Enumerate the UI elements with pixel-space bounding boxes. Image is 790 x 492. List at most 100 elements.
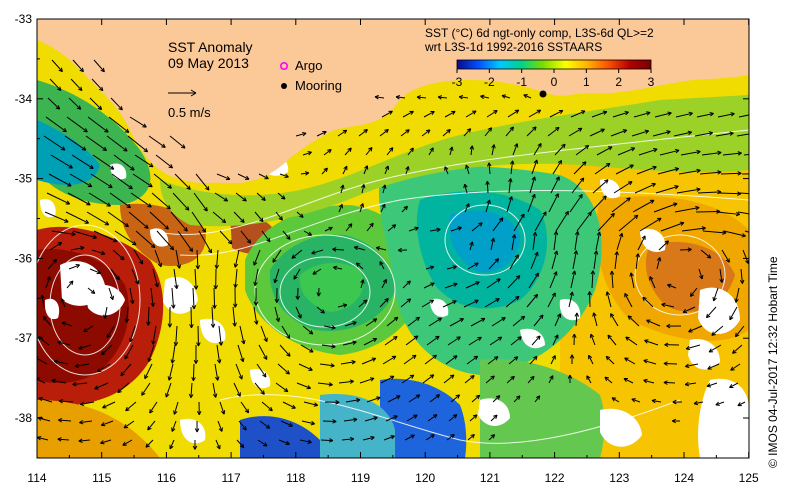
velocity-arrow [486,181,489,194]
velocity-arrow-head [150,243,156,249]
velocity-arrow [654,112,672,118]
velocity-arrow-head [687,247,692,252]
velocity-arrow [402,280,411,289]
velocity-arrow [296,211,304,218]
velocity-arrow [676,188,701,194]
velocity-arrow-head [214,264,220,269]
velocity-arrow-head [511,234,517,239]
credit-text: © IMOS 04-Jul-2017 12:32 Hobart Time [766,256,780,468]
velocity-arrow [706,382,718,387]
velocity-arrow-head [555,176,560,181]
velocity-arrow [469,241,473,251]
velocity-arrow-head [391,224,397,229]
velocity-arrow [485,199,491,213]
velocity-arrow [148,135,166,148]
velocity-arrow [129,325,136,342]
velocity-arrow-head [147,203,152,208]
velocity-arrow-head [737,402,742,407]
velocity-arrow [279,173,289,178]
velocity-arrow [464,375,475,384]
velocity-arrow-head [569,354,575,359]
velocity-arrow [735,287,740,303]
velocity-arrow [320,439,333,442]
velocity-arrow-head [236,392,241,397]
velocity-arrow-head [480,317,486,323]
velocity-arrow-head [463,183,468,189]
velocity-arrow [239,325,245,345]
velocity-arrow-head [189,324,194,329]
velocity-arrow [531,335,541,346]
velocity-arrow-head [351,359,356,365]
velocity-arrow [615,164,634,175]
velocity-arrow [593,312,598,327]
velocity-arrow [466,355,478,365]
velocity-arrow [446,434,455,441]
velocity-arrow [465,110,477,118]
velocity-arrow-head [342,303,348,308]
velocity-arrow-head [103,314,108,319]
velocity-arrow [69,173,93,188]
velocity-arrow [471,394,480,403]
velocity-arrow [384,165,389,175]
velocity-arrow-head [472,414,478,419]
velocity-arrow-head [52,258,58,264]
velocity-arrow-head [56,86,62,91]
velocity-arrow [359,203,364,213]
velocity-arrow [552,334,559,346]
velocity-arrow-head [262,442,268,447]
velocity-arrow-head [494,258,500,263]
velocity-arrow [361,357,376,365]
velocity-arrow-head [335,400,340,405]
velocity-arrow-head [83,328,88,333]
colorbar-tick-label: -1 [516,75,527,89]
velocity-arrow [275,382,289,393]
velocity-arrow [240,230,252,244]
velocity-arrow [91,249,106,255]
velocity-arrow [632,199,655,213]
velocity-arrow [316,131,327,137]
velocity-arrow-head [328,382,333,387]
velocity-arrow-head [534,272,539,278]
velocity-arrow-head [472,110,477,115]
velocity-arrow-head [150,302,156,307]
velocity-arrow-head [58,418,63,423]
colorbar-title-line1: SST (°C) 6d ngt-only comp, L3S-6d QL>=2 [425,26,654,40]
velocity-arrow-head [459,318,464,323]
velocity-arrow [552,160,562,175]
velocity-arrow [464,184,468,194]
velocity-arrow-head [53,359,59,364]
velocity-arrow [528,272,539,289]
velocity-arrow-head [60,146,66,151]
velocity-arrow-head [711,331,716,336]
velocity-arrow-head [534,251,539,257]
velocity-arrow-head [397,247,403,253]
velocity-arrow [51,230,76,235]
velocity-arrow-head [390,435,395,440]
velocity-arrow [342,165,348,175]
velocity-arrow-head [430,110,435,116]
velocity-arrow [237,173,250,180]
velocity-arrow [173,401,179,415]
velocity-arrow-head [78,438,83,444]
velocity-arrow [488,258,500,270]
velocity-arrow [459,96,469,99]
velocity-arrow [570,270,576,289]
velocity-arrow [606,291,612,308]
velocity-arrow-head [188,393,194,399]
velocity-arrow-head [262,372,267,378]
velocity-arrow-head [233,263,239,268]
velocity-arrow [470,317,486,327]
velocity-arrow-head [729,383,734,389]
velocity-arrow [194,268,197,290]
velocity-arrow [625,336,638,346]
velocity-arrow-head [76,105,82,110]
velocity-arrow-head [674,148,680,154]
velocity-arrow [110,97,123,111]
velocity-arrow-head [273,278,278,284]
velocity-arrow [699,171,722,175]
velocity-arrow [358,299,368,308]
velocity-arrow [234,268,238,288]
velocity-arrow-head [532,126,537,131]
velocity-arrow [643,379,655,384]
